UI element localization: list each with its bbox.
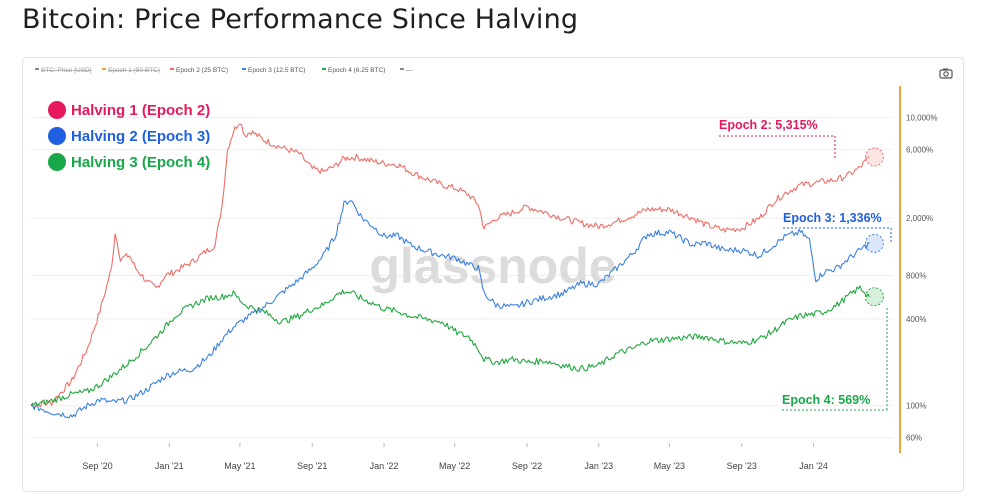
legend-main-item[interactable]: Halving 1 (Epoch 2) [48, 101, 210, 119]
page-title: Bitcoin: Price Performance Since Halving [22, 4, 579, 35]
y-axis: 10,000% 6,000% 2,000% 800% 400% 100% 60% [906, 113, 938, 442]
legend-top: BTC: Price [USD] Epoch 1 (50 BTC) Epoch 2 … [35, 67, 413, 74]
callouts: Epoch 2: 5,315% Epoch 3: 1,336% Epoch 4: 5… [719, 118, 892, 411]
legend-label: Epoch 2 (25 BTC) [176, 67, 228, 74]
y-tick-label: 800% [906, 271, 926, 280]
x-tick-label: Jan '21 [155, 461, 184, 471]
legend-dot [48, 127, 66, 145]
x-tick-label: Jan '22 [370, 461, 399, 471]
legend-top-item[interactable]: Epoch 3 (12.5 BTC) [242, 67, 305, 74]
series-line [30, 123, 870, 409]
legend-top-item[interactable]: Epoch 4 (6.25 BTC) [322, 67, 385, 74]
x-tick-label: Sep '23 [727, 461, 757, 471]
legend-top-item[interactable]: Epoch 1 (50 BTC) [102, 67, 160, 74]
legend-top-item[interactable]: --- [400, 67, 413, 74]
callout: Epoch 4: 569% [782, 306, 888, 411]
x-tick-label: Sep '22 [512, 461, 542, 471]
legend-top-item[interactable]: BTC: Price [USD] [35, 67, 92, 74]
legend-main-label: Halving 2 (Epoch 3) [71, 128, 210, 145]
x-tick-label: Jan '24 [799, 461, 828, 471]
y-tick-label: 10,000% [906, 113, 938, 122]
callout-label: Epoch 4: 569% [782, 393, 870, 407]
series-line [30, 200, 870, 419]
legend-label: Epoch 4 (6.25 BTC) [328, 67, 385, 74]
y-tick-label: 2,000% [906, 214, 933, 223]
legend-top-item[interactable]: Epoch 2 (25 BTC) [170, 67, 228, 74]
y-tick-label: 60% [906, 434, 922, 443]
y-tick-label: 100% [906, 402, 926, 411]
legend-label: Epoch 3 (12.5 BTC) [248, 67, 305, 74]
x-tick-label: May '21 [224, 461, 255, 471]
x-tick-label: Sep '20 [82, 461, 112, 471]
y-tick-label: 400% [906, 315, 926, 324]
x-tick-label: Sep '21 [297, 461, 327, 471]
camera-icon[interactable] [939, 68, 953, 79]
legend-main-label: Halving 1 (Epoch 2) [71, 102, 210, 119]
callout: Epoch 2: 5,315% [719, 118, 836, 158]
performance-chart: glassnode Sep '20 Jan '21 May '21 Sep '21 Ja… [30, 67, 953, 471]
legend-dot [48, 153, 66, 171]
x-tick-label: May '23 [654, 461, 685, 471]
legend-label: BTC: Price [USD] [41, 67, 92, 74]
series-end-marker [864, 233, 884, 253]
callout-label: Epoch 3: 1,336% [783, 211, 882, 225]
x-axis: Sep '20 Jan '21 May '21 Sep '21 Jan '22 May '… [82, 443, 828, 471]
series-end-marker [864, 147, 884, 167]
legend-label: Epoch 1 (50 BTC) [108, 67, 160, 74]
legend-label: --- [406, 67, 413, 74]
legend-dot [48, 101, 66, 119]
legend-main-item[interactable]: Halving 2 (Epoch 3) [48, 127, 210, 145]
callout-label: Epoch 2: 5,315% [719, 118, 818, 132]
chart-card: glassnode Sep '20 Jan '21 May '21 Sep '21 Ja… [22, 57, 964, 492]
series-lines [30, 123, 884, 419]
x-tick-label: May '22 [439, 461, 470, 471]
callout: Epoch 3: 1,336% [783, 211, 892, 244]
y-tick-label: 6,000% [906, 145, 933, 154]
watermark: glassnode [369, 238, 616, 294]
grid [31, 86, 901, 453]
series-line [30, 285, 870, 407]
legend-main-label: Halving 3 (Epoch 4) [71, 154, 210, 171]
legend-main: Halving 1 (Epoch 2) Halving 2 (Epoch 3) Ha… [48, 101, 210, 171]
series-end-marker [864, 287, 884, 307]
x-tick-label: Jan '23 [584, 461, 613, 471]
legend-main-item[interactable]: Halving 3 (Epoch 4) [48, 153, 210, 171]
